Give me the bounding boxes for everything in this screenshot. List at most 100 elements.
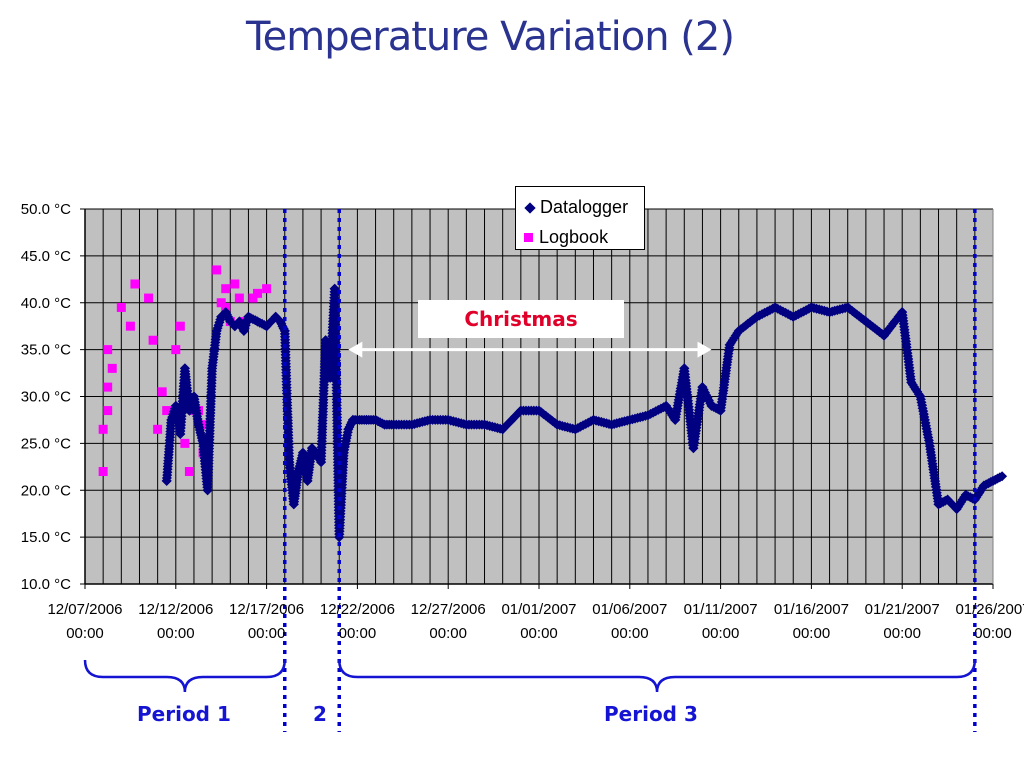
datalogger-point — [220, 307, 231, 318]
datalogger-point — [997, 471, 1008, 482]
datalogger-point — [897, 307, 908, 318]
datalogger-point — [238, 325, 249, 336]
datalogger-point — [284, 457, 295, 468]
datalogger-point — [202, 485, 213, 496]
datalogger-point — [288, 499, 299, 510]
logbook-point — [98, 424, 108, 434]
period-3-brace — [337, 659, 977, 693]
x-tick-label: 12/07/2006 00:00 — [47, 601, 122, 642]
y-tick-label: 10.0 °C — [21, 576, 71, 593]
period-1-brace — [83, 659, 287, 693]
datalogger-point — [924, 438, 935, 449]
x-tick-label: 01/16/2007 00:00 — [774, 601, 849, 642]
datalogger-point — [352, 414, 363, 425]
logbook-point — [144, 293, 154, 303]
x-tick-label: 01/26/2007 00:00 — [955, 601, 1024, 642]
y-tick-label: 35.0 °C — [21, 342, 71, 359]
logbook-point — [175, 321, 185, 331]
datalogger-point — [193, 419, 204, 430]
logbook-point — [216, 298, 226, 308]
x-tick-label: 01/01/2007 00:00 — [501, 601, 576, 642]
datalogger-point — [842, 302, 853, 313]
datalogger-point — [960, 489, 971, 500]
y-tick-label: 15.0 °C — [21, 529, 71, 546]
datalogger-point — [715, 405, 726, 416]
y-tick-label: 25.0 °C — [21, 435, 71, 452]
logbook-point — [162, 406, 172, 416]
datalogger-point — [166, 414, 177, 425]
x-tick-label: 12/12/2006 00:00 — [138, 601, 213, 642]
legend-label-datalogger: Datalogger — [540, 197, 629, 217]
period-3-label: Period 3 — [604, 702, 698, 726]
slide-title: Temperature Variation (2) — [246, 14, 735, 60]
datalogger-point — [370, 414, 381, 425]
datalogger-point — [770, 302, 781, 313]
datalogger-point — [338, 447, 349, 458]
datalogger-point — [806, 302, 817, 313]
diamond-marker-icon — [524, 201, 536, 214]
logbook-point — [103, 406, 113, 416]
datalogger-point — [552, 419, 563, 430]
datalogger-point — [697, 382, 708, 393]
datalogger-point — [915, 391, 926, 402]
datalogger-point — [329, 283, 340, 294]
logbook-point — [103, 345, 113, 355]
logbook-point — [148, 335, 158, 345]
y-tick-label: 30.0 °C — [21, 389, 71, 406]
x-tick-label: 01/06/2007 00:00 — [592, 601, 667, 642]
datalogger-point — [515, 405, 526, 416]
datalogger-point — [824, 307, 835, 318]
datalogger-point — [733, 325, 744, 336]
datalogger-point — [570, 424, 581, 435]
datalogger-point — [261, 321, 272, 332]
datalogger-point — [388, 419, 399, 430]
datalogger-point — [198, 438, 208, 449]
x-tick-label: 01/11/2007 00:00 — [684, 601, 758, 642]
datalogger-point — [207, 363, 218, 374]
datalogger-point — [425, 414, 435, 425]
x-tick-label: 12/17/2006 00:00 — [229, 601, 304, 642]
datalogger-point — [479, 419, 490, 430]
logbook-point — [184, 467, 194, 476]
christmas-arrow-right-icon — [697, 341, 712, 358]
legend-item-logbook: Logbook — [524, 227, 608, 248]
datalogger-point — [325, 372, 336, 383]
datalogger-point — [361, 414, 372, 425]
datalogger-point — [293, 466, 304, 477]
datalogger-point — [679, 363, 690, 374]
legend-item-datalogger: Datalogger — [524, 197, 628, 218]
chart-legend: Datalogger Logbook — [515, 186, 645, 250]
legend-label-logbook: Logbook — [539, 227, 609, 247]
logbook-point — [180, 438, 190, 448]
datalogger-point — [406, 419, 417, 430]
logbook-point — [157, 387, 167, 397]
x-tick-label: 01/21/2007 00:00 — [865, 601, 940, 642]
datalogger-point — [334, 532, 345, 543]
datalogger-point — [443, 414, 454, 425]
datalogger-point — [624, 414, 635, 425]
logbook-point — [248, 293, 258, 303]
datalogger-point — [497, 424, 508, 435]
period-1-label: Period 1 — [137, 702, 231, 726]
logbook-point — [116, 302, 126, 312]
y-tick-label: 45.0 °C — [21, 248, 71, 265]
datalogger-point — [942, 494, 953, 505]
datalogger-point — [316, 457, 327, 468]
logbook-point — [221, 284, 231, 294]
datalogger-point — [906, 377, 917, 388]
datalogger-point — [243, 311, 254, 322]
datalogger-point — [879, 330, 889, 341]
datalogger-point — [302, 475, 313, 486]
datalogger-point — [179, 363, 190, 374]
datalogger-point — [279, 325, 290, 336]
logbook-point — [153, 424, 163, 434]
logbook-point — [262, 284, 272, 294]
datalogger-point — [320, 335, 331, 346]
datalogger-point — [170, 400, 181, 411]
datalogger-point — [189, 391, 199, 402]
datalogger-point — [788, 311, 799, 322]
logbook-point — [212, 265, 222, 275]
logbook-point — [98, 467, 108, 476]
datalogger-point — [933, 499, 944, 510]
christmas-label: Christmas — [464, 307, 578, 331]
